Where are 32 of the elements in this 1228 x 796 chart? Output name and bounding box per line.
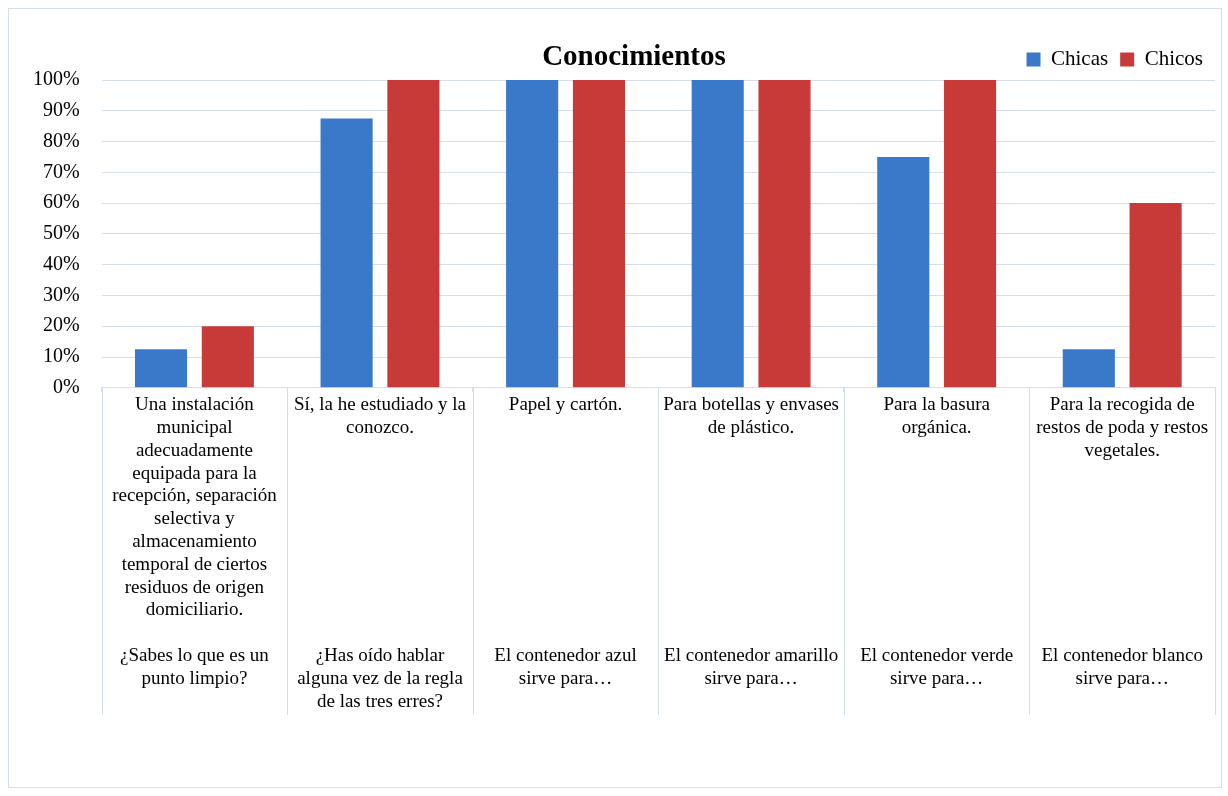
y-tick-label: 100% — [32, 67, 80, 90]
bar — [877, 156, 930, 388]
bar — [320, 118, 373, 388]
y-tick-label: 70% — [42, 159, 80, 182]
bar — [944, 80, 997, 388]
y-tick-label: 40% — [42, 251, 80, 274]
category-label: Papel y cartón. El contenedor azul sirve para… — [494, 393, 637, 688]
y-tick-label: 10% — [42, 344, 80, 367]
category-label: Para la basura orgánica. El contenedor verde sirve para… — [860, 393, 1014, 688]
bar — [201, 326, 254, 388]
category-label: Sí, la he estudiado y la conozco. ¿Has oído hablar alguna vez de la regla de las tres erres? — [293, 393, 467, 711]
bar — [387, 80, 440, 388]
y-tick-label: 80% — [42, 128, 80, 151]
bar — [1062, 349, 1115, 388]
bar — [1129, 203, 1182, 388]
bar — [691, 80, 744, 388]
bar — [134, 349, 188, 388]
category-label: Una instalación municipal adecuadamente equipada para la recepción, separación selectiva y almacenamiento temporal de ciertos residuos de origen domiciliario. ¿Sabes lo que es un punto limpio? — [112, 393, 277, 688]
bar — [758, 80, 811, 388]
bar — [572, 80, 625, 388]
y-tick-label: 20% — [42, 313, 80, 336]
chart-title: Conocimientos — [542, 39, 726, 71]
y-tick-label: 50% — [42, 221, 80, 244]
category-label: Para la recogida de restos de poda y restos vegetales. El contenedor blanco sirve para… — [1036, 393, 1209, 688]
y-tick-label: 90% — [42, 98, 80, 121]
category-label: Para botellas y envases de plástico. El contenedor amarillo sirve para… — [663, 393, 839, 688]
legend-label: Chicas — [1051, 46, 1109, 71]
y-tick-label: 30% — [42, 282, 80, 305]
y-tick-label: 60% — [42, 190, 80, 213]
legend-label: Chicos — [1144, 46, 1204, 71]
y-tick-label: 0% — [52, 375, 80, 398]
bar — [506, 80, 559, 388]
